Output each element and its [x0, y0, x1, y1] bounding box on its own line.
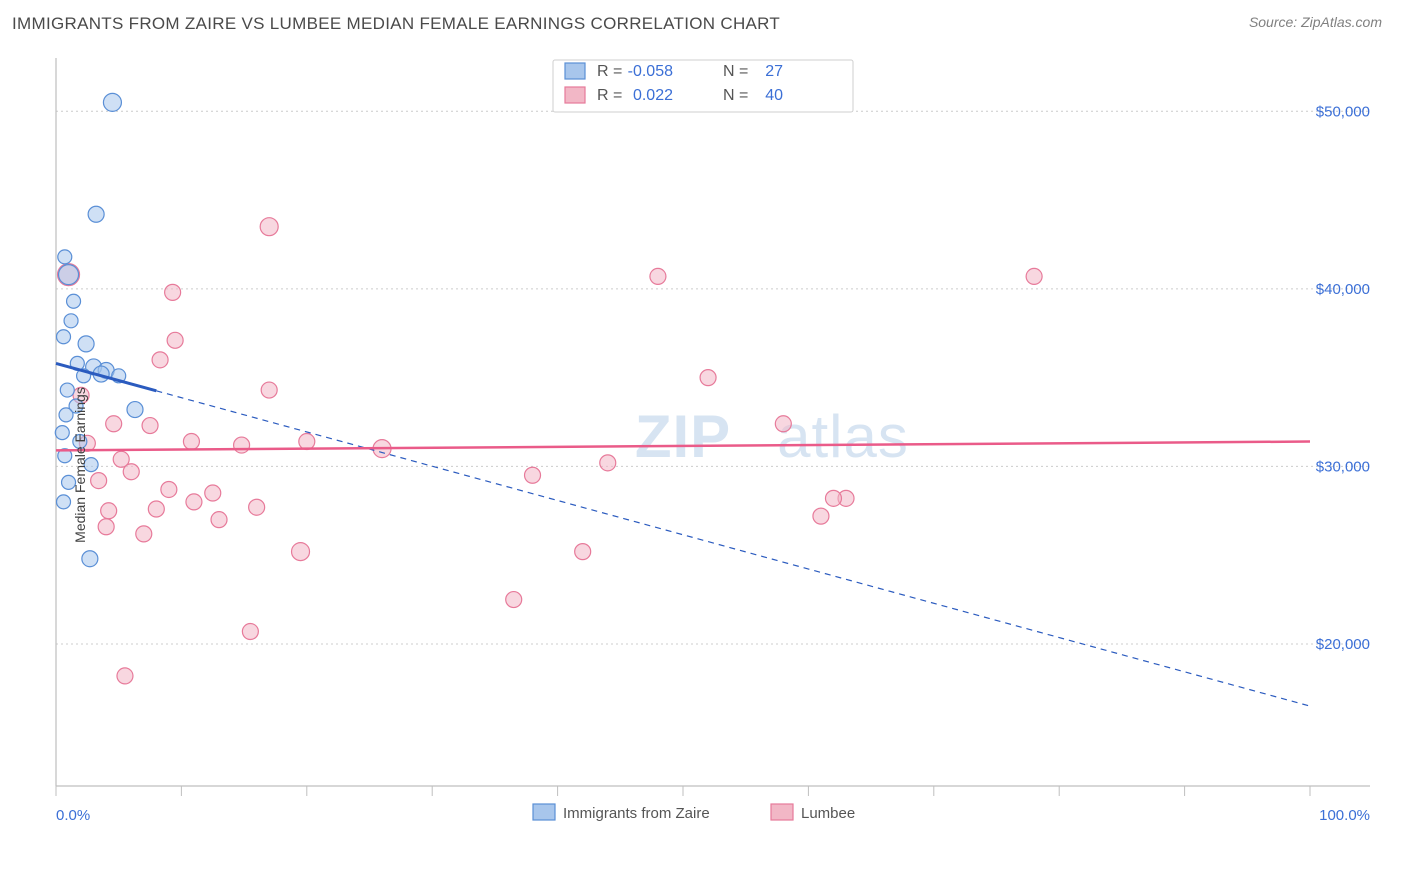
data-point	[700, 370, 716, 386]
data-point	[186, 494, 202, 510]
data-point	[152, 352, 168, 368]
data-point	[234, 437, 250, 453]
scatter-chart: $20,000 $30,000 $40,000 $50,000 0.0% 100.0% ZI…	[10, 58, 1396, 872]
y-axis-label: Median Female Earnings	[72, 387, 88, 543]
data-point	[167, 332, 183, 348]
data-point	[775, 416, 791, 432]
data-point	[292, 543, 310, 561]
data-point	[825, 490, 841, 506]
data-point	[55, 426, 69, 440]
series-legend-label: Lumbee	[801, 805, 855, 822]
data-point	[59, 265, 79, 285]
legend-swatch	[565, 63, 585, 79]
data-point	[127, 402, 143, 418]
legend-n-label: N =	[723, 63, 748, 80]
data-point	[142, 418, 158, 434]
data-point	[600, 455, 616, 471]
data-point	[136, 526, 152, 542]
legend-n-value: 40	[765, 87, 783, 104]
data-point	[57, 495, 71, 509]
legend-r-label: R =	[597, 87, 622, 104]
y-tick-label: $20,000	[1316, 636, 1370, 653]
y-tick-label: $50,000	[1316, 103, 1370, 120]
data-point	[148, 501, 164, 517]
data-point	[813, 508, 829, 524]
x-tick-label: 0.0%	[56, 807, 90, 824]
data-point	[58, 250, 72, 264]
legend-n-value: 27	[765, 63, 783, 80]
legend-r-value: -0.058	[628, 63, 673, 80]
chart-area: Median Female Earnings $20,000 $30,000 $40…	[10, 58, 1396, 872]
data-point	[525, 467, 541, 483]
legend-r-label: R =	[597, 63, 622, 80]
trend-line-extrapolated	[156, 391, 1310, 706]
data-point	[117, 668, 133, 684]
series-legend-label: Immigrants from Zaire	[563, 805, 710, 822]
series-legend-swatch	[771, 804, 793, 820]
data-point	[299, 434, 315, 450]
x-tick-label: 100.0%	[1319, 807, 1370, 824]
data-point	[205, 485, 221, 501]
watermark: ZIP	[635, 403, 731, 470]
data-point	[103, 93, 121, 111]
data-point	[82, 551, 98, 567]
data-point	[650, 268, 666, 284]
watermark: atlas	[777, 403, 909, 470]
data-point	[575, 544, 591, 560]
y-tick-label: $40,000	[1316, 281, 1370, 298]
data-point	[506, 592, 522, 608]
series-legend-swatch	[533, 804, 555, 820]
data-point	[57, 330, 71, 344]
data-point	[98, 519, 114, 535]
chart-title: IMMIGRANTS FROM ZAIRE VS LUMBEE MEDIAN F…	[12, 14, 780, 33]
data-point	[1026, 268, 1042, 284]
data-point	[211, 512, 227, 528]
data-point	[101, 503, 117, 519]
data-point	[67, 294, 81, 308]
data-point	[183, 434, 199, 450]
data-point	[261, 382, 277, 398]
data-point	[88, 206, 104, 222]
data-point	[260, 218, 278, 236]
legend-n-label: N =	[723, 87, 748, 104]
chart-source: Source: ZipAtlas.com	[1249, 14, 1382, 30]
data-point	[249, 499, 265, 515]
data-point	[64, 314, 78, 328]
legend-r-value: 0.022	[633, 87, 673, 104]
data-point	[78, 336, 94, 352]
data-point	[106, 416, 122, 432]
chart-header: IMMIGRANTS FROM ZAIRE VS LUMBEE MEDIAN F…	[12, 14, 1394, 44]
legend-swatch	[565, 87, 585, 103]
data-point	[91, 473, 107, 489]
y-tick-label: $30,000	[1316, 458, 1370, 475]
data-point	[165, 284, 181, 300]
data-point	[242, 624, 258, 640]
data-point	[123, 464, 139, 480]
data-point	[161, 481, 177, 497]
